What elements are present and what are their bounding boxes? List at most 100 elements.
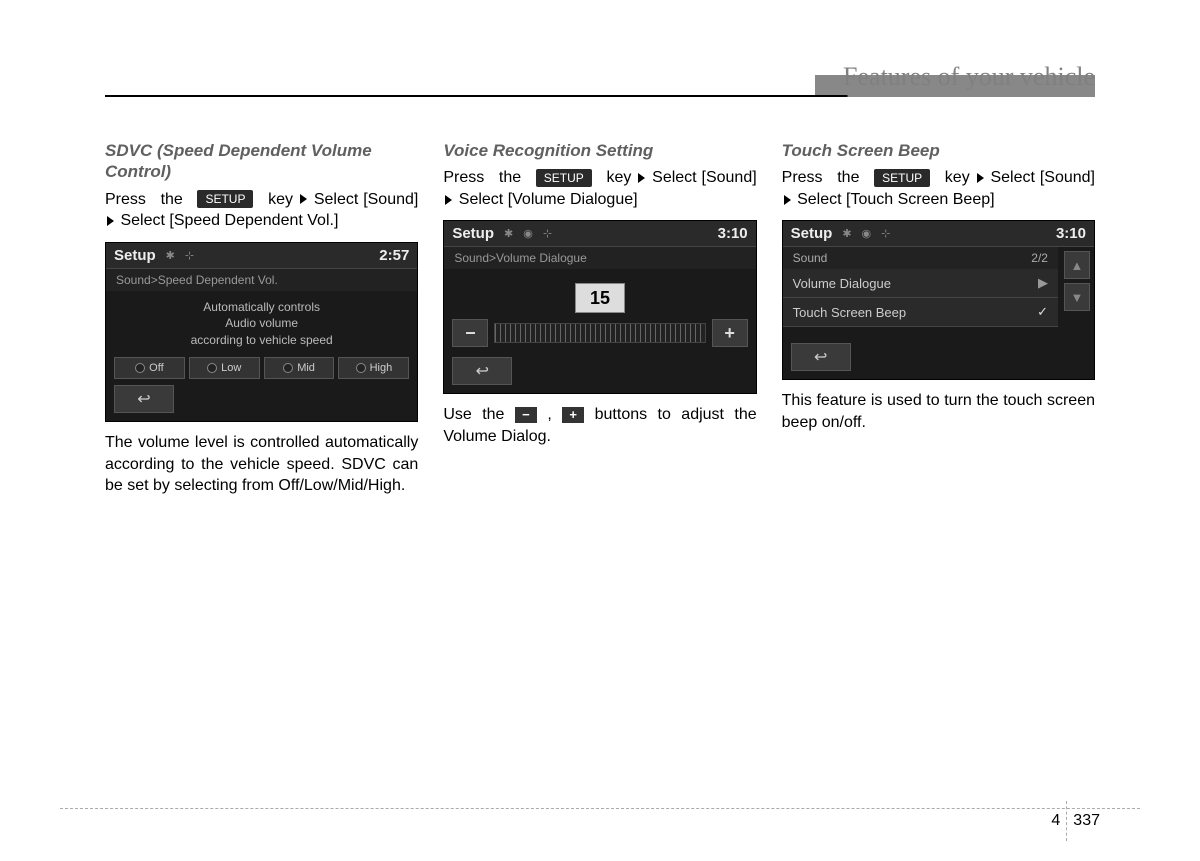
radio-high[interactable]: High (338, 357, 409, 379)
volume-slider-row: − + (452, 319, 747, 347)
chevron-right-icon: ▶ (1038, 275, 1048, 291)
signal-icon: ◉ (523, 227, 533, 240)
text: [Sound] (1040, 169, 1095, 186)
triangle-icon (638, 173, 645, 183)
beep-body: This feature is used to turn the touch s… (782, 390, 1095, 433)
footer-rule (60, 808, 1140, 809)
device-header: Setup ✱ ⊹ 2:57 (106, 243, 417, 269)
content-columns: SDVC (Speed Dependent Volume Control) Pr… (105, 140, 1095, 497)
radio-off[interactable]: Off (114, 357, 185, 379)
device-pager: 2/2 (1031, 251, 1048, 265)
check-icon: ✓ (1037, 304, 1048, 320)
text: , (547, 406, 562, 423)
minus-button[interactable]: − (452, 319, 488, 347)
device-pager-row: Sound 2/2 (783, 247, 1058, 269)
header-rule (105, 95, 1095, 97)
device-title: Setup (791, 225, 833, 242)
setup-key-badge: SETUP (874, 169, 930, 187)
beep-screenshot: Setup ✱ ◉ ⊹ 3:10 Sound 2/2 Volume Dialog… (782, 220, 1095, 380)
device-list: Sound 2/2 Volume Dialogue ▶ Touch Screen… (783, 247, 1058, 327)
device-body: Automatically controls Audio volume acco… (106, 291, 417, 421)
beep-instruction: Press the SETUP key Select [Sound] Selec… (782, 167, 1095, 210)
text: the (499, 169, 521, 186)
sdvc-radio-row: Off Low Mid High (114, 357, 409, 379)
sdvc-description: Automatically controls Audio volume acco… (114, 299, 409, 349)
device-breadcrumb: Sound>Speed Dependent Vol. (106, 269, 417, 291)
text: Audio volume (114, 315, 409, 332)
text: Press (782, 169, 823, 186)
text: Select [Speed Dependent Vol.] (120, 212, 338, 229)
page-number: 4 337 (1051, 801, 1100, 841)
device-clock: 3:10 (1056, 225, 1086, 242)
triangle-icon (445, 195, 452, 205)
text: Select (990, 169, 1034, 186)
column-sdvc: SDVC (Speed Dependent Volume Control) Pr… (105, 140, 418, 497)
page-separator (1066, 801, 1067, 841)
text: Use the (443, 406, 515, 423)
device-breadcrumb: Sound>Volume Dialogue (444, 247, 755, 269)
device-header: Setup ✱ ◉ ⊹ 3:10 (444, 221, 755, 247)
back-button[interactable]: ↩ (791, 343, 851, 371)
device-clock: 2:57 (379, 247, 409, 264)
voice-instruction: Press the SETUP key Select [Sound] Selec… (443, 167, 756, 210)
back-button[interactable]: ↩ (114, 385, 174, 413)
list-item-touch-screen-beep[interactable]: Touch Screen Beep ✓ (783, 298, 1058, 327)
device-breadcrumb: Sound (793, 251, 828, 265)
device-body: 15 − + ↩ (444, 269, 755, 393)
text: Select [Touch Screen Beep] (797, 191, 994, 208)
text: according to vehicle speed (114, 332, 409, 349)
device-title: Setup (114, 247, 156, 264)
label: Low (221, 362, 241, 374)
voice-screenshot: Setup ✱ ◉ ⊹ 3:10 Sound>Volume Dialogue 1… (443, 220, 756, 394)
text: Select (652, 169, 696, 186)
column-beep: Touch Screen Beep Press the SETUP key Se… (782, 140, 1095, 497)
radio-dot-icon (135, 363, 145, 373)
volume-slider-track[interactable] (494, 323, 705, 343)
bluetooth-icon: ✱ (504, 227, 513, 240)
sdvc-instruction: Press the SETUP key Select [Sound] Selec… (105, 189, 418, 232)
voice-title: Voice Recognition Setting (443, 140, 756, 161)
chapter-number: 4 (1051, 812, 1060, 830)
radio-low[interactable]: Low (189, 357, 260, 379)
bluetooth-icon: ✱ (842, 227, 851, 240)
text: key (606, 169, 631, 186)
triangle-icon (977, 173, 984, 183)
device-status-icons: ✱ ◉ ⊹ (504, 227, 718, 240)
plus-button[interactable]: + (712, 319, 748, 347)
text: the (161, 191, 183, 208)
list-item-volume-dialogue[interactable]: Volume Dialogue ▶ (783, 269, 1058, 298)
radio-dot-icon (283, 363, 293, 373)
scroll-up-button[interactable]: ▲ (1064, 251, 1090, 279)
text: Press (105, 191, 146, 208)
nav-icon: ⊹ (543, 227, 552, 240)
label: Mid (297, 362, 315, 374)
text: key (945, 169, 970, 186)
scroll-down-button[interactable]: ▼ (1064, 283, 1090, 311)
page-header-title: Features of your vehicle (105, 62, 1095, 96)
text: [Sound] (702, 169, 757, 186)
back-icon: ↩ (476, 361, 489, 381)
setup-key-badge: SETUP (536, 169, 592, 187)
radio-dot-icon (356, 363, 366, 373)
device-status-icons: ✱ ◉ ⊹ (842, 227, 1056, 240)
back-icon: ↩ (137, 389, 150, 409)
volume-value: 15 (575, 283, 625, 313)
back-button[interactable]: ↩ (452, 357, 512, 385)
sdvc-title: SDVC (Speed Dependent Volume Control) (105, 140, 418, 183)
text: the (837, 169, 859, 186)
device-header: Setup ✱ ◉ ⊹ 3:10 (783, 221, 1094, 247)
device-footer: ↩ (783, 327, 1094, 379)
back-icon: ↩ (814, 347, 827, 367)
label: High (370, 362, 393, 374)
column-voice: Voice Recognition Setting Press the SETU… (443, 140, 756, 497)
beep-title: Touch Screen Beep (782, 140, 1095, 161)
label: Off (149, 362, 163, 374)
sdvc-screenshot: Setup ✱ ⊹ 2:57 Sound>Speed Dependent Vol… (105, 242, 418, 422)
setup-key-badge: SETUP (197, 190, 253, 208)
radio-dot-icon (207, 363, 217, 373)
radio-mid[interactable]: Mid (264, 357, 335, 379)
text: Select [Volume Dialogue] (459, 191, 638, 208)
bluetooth-icon: ✱ (166, 249, 175, 262)
device-main-row: Sound 2/2 Volume Dialogue ▶ Touch Screen… (783, 247, 1094, 327)
text: Press (443, 169, 484, 186)
